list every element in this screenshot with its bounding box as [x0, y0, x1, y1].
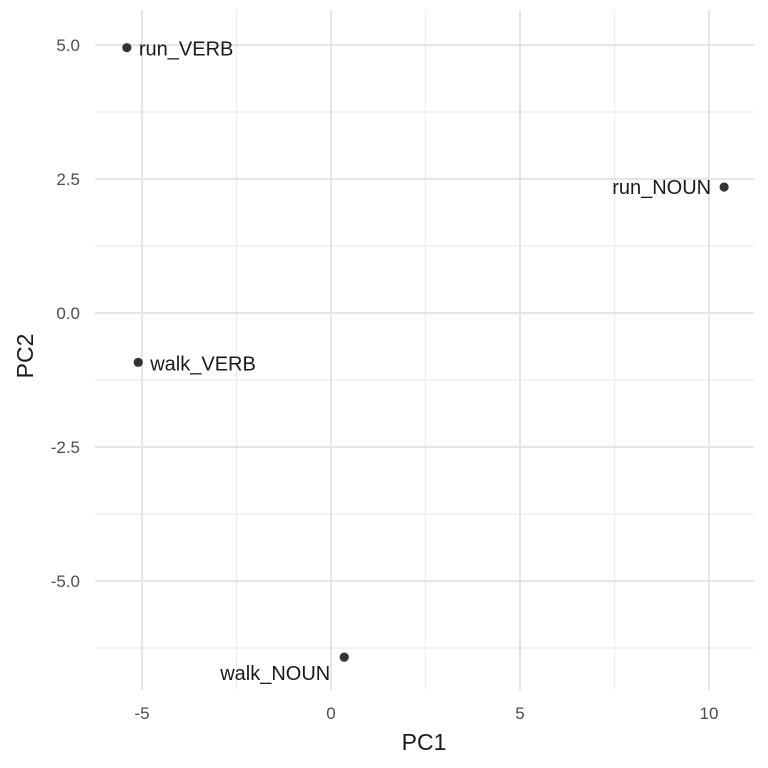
data-point [339, 652, 349, 662]
y-tick-label: 2.5 [56, 170, 80, 189]
data-point [133, 357, 143, 367]
x-axis-tick-labels: -5 0 5 10 [134, 704, 718, 723]
data-point [122, 43, 132, 53]
x-tick-label: 0 [326, 704, 335, 723]
y-tick-label: -2.5 [51, 438, 80, 457]
major-gridlines [95, 10, 754, 690]
x-tick-label: 10 [700, 704, 719, 723]
y-axis-tick-labels: -5.0 -2.5 0.0 2.5 5.0 [51, 36, 80, 591]
point-label: run_NOUN [612, 177, 711, 199]
point-label: walk_NOUN [219, 663, 330, 685]
y-axis-title: PC2 [12, 334, 38, 379]
y-tick-label: 0.0 [56, 304, 80, 323]
point-label: run_VERB [139, 39, 234, 61]
x-axis-title: PC1 [402, 729, 447, 755]
y-tick-label: -5.0 [51, 572, 80, 591]
x-tick-label: 5 [515, 704, 524, 723]
x-tick-label: -5 [134, 704, 149, 723]
point-label: walk_VERB [149, 353, 256, 375]
data-points: run_VERB run_NOUN walk_VERB walk_NOUN [122, 39, 729, 685]
data-point [719, 182, 729, 192]
minor-gridlines [95, 10, 754, 690]
y-tick-label: 5.0 [56, 36, 80, 55]
